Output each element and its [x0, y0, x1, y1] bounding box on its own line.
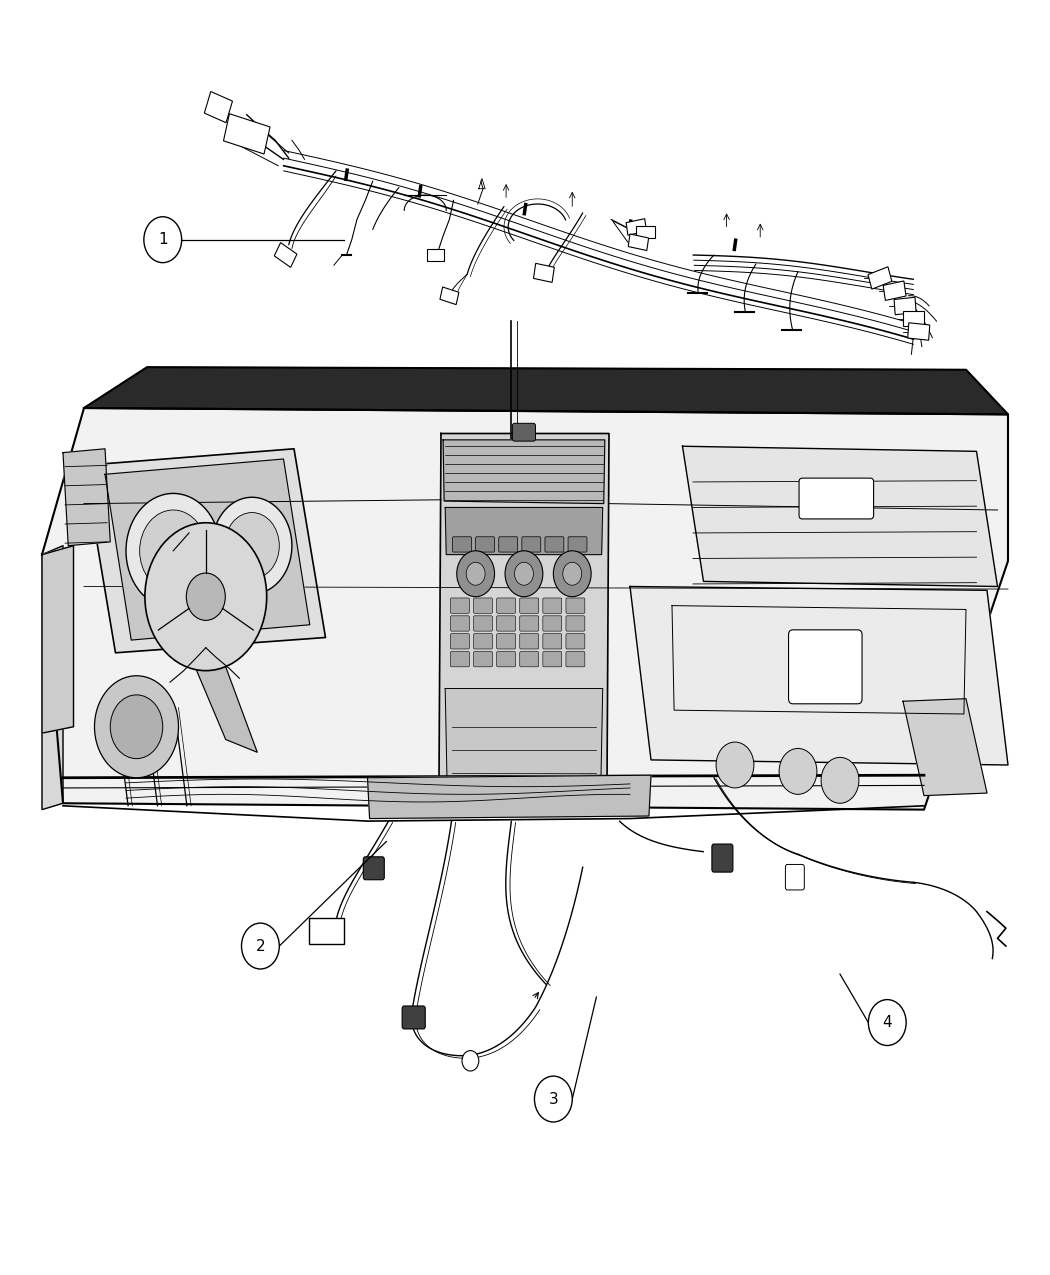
Bar — [224, 113, 270, 154]
Polygon shape — [630, 586, 1008, 765]
Bar — [628, 235, 649, 250]
FancyBboxPatch shape — [499, 537, 518, 552]
FancyBboxPatch shape — [520, 652, 539, 667]
Polygon shape — [682, 446, 998, 586]
Polygon shape — [42, 408, 1008, 810]
Text: 2: 2 — [255, 938, 266, 954]
FancyBboxPatch shape — [789, 630, 862, 704]
FancyBboxPatch shape — [512, 423, 536, 441]
Bar — [883, 280, 906, 301]
Polygon shape — [445, 507, 603, 555]
FancyBboxPatch shape — [712, 844, 733, 872]
FancyBboxPatch shape — [450, 598, 469, 613]
Circle shape — [779, 748, 817, 794]
Polygon shape — [439, 434, 609, 803]
Circle shape — [126, 493, 220, 608]
Circle shape — [553, 551, 591, 597]
Circle shape — [514, 562, 533, 585]
Polygon shape — [443, 440, 605, 504]
Bar — [903, 311, 924, 326]
FancyBboxPatch shape — [566, 598, 585, 613]
Bar — [868, 266, 891, 289]
FancyBboxPatch shape — [799, 478, 874, 519]
Circle shape — [457, 551, 495, 597]
FancyBboxPatch shape — [474, 634, 492, 649]
Bar — [274, 242, 297, 268]
Text: 4: 4 — [882, 1015, 892, 1030]
Circle shape — [94, 676, 178, 778]
Polygon shape — [105, 459, 310, 640]
Text: 1: 1 — [158, 232, 168, 247]
Circle shape — [145, 523, 267, 671]
Circle shape — [242, 923, 279, 969]
Bar — [427, 249, 444, 261]
FancyBboxPatch shape — [566, 652, 585, 667]
Circle shape — [212, 497, 292, 594]
FancyBboxPatch shape — [402, 1006, 425, 1029]
Circle shape — [186, 572, 226, 621]
Bar — [205, 92, 232, 122]
Polygon shape — [445, 688, 603, 797]
FancyBboxPatch shape — [497, 616, 516, 631]
FancyBboxPatch shape — [520, 598, 539, 613]
Polygon shape — [184, 640, 257, 752]
Circle shape — [505, 551, 543, 597]
Bar — [533, 264, 554, 282]
FancyBboxPatch shape — [450, 652, 469, 667]
Circle shape — [144, 217, 182, 263]
FancyBboxPatch shape — [450, 634, 469, 649]
Circle shape — [868, 1000, 906, 1046]
Polygon shape — [368, 775, 651, 819]
FancyBboxPatch shape — [785, 864, 804, 890]
Polygon shape — [42, 546, 63, 810]
FancyBboxPatch shape — [543, 634, 562, 649]
FancyBboxPatch shape — [522, 537, 541, 552]
Polygon shape — [903, 699, 987, 796]
Text: 3: 3 — [548, 1091, 559, 1107]
FancyBboxPatch shape — [474, 616, 492, 631]
Circle shape — [225, 513, 279, 579]
FancyBboxPatch shape — [363, 857, 384, 880]
FancyBboxPatch shape — [453, 537, 471, 552]
Bar — [626, 219, 647, 235]
FancyBboxPatch shape — [545, 537, 564, 552]
FancyBboxPatch shape — [520, 634, 539, 649]
Circle shape — [534, 1076, 572, 1122]
FancyBboxPatch shape — [497, 634, 516, 649]
Bar — [636, 226, 655, 238]
FancyBboxPatch shape — [543, 598, 562, 613]
FancyBboxPatch shape — [474, 652, 492, 667]
Bar — [895, 297, 916, 315]
FancyBboxPatch shape — [566, 616, 585, 631]
Polygon shape — [42, 546, 74, 733]
FancyBboxPatch shape — [568, 537, 587, 552]
Circle shape — [563, 562, 582, 585]
Circle shape — [110, 695, 163, 759]
FancyBboxPatch shape — [497, 598, 516, 613]
Polygon shape — [84, 449, 326, 653]
FancyBboxPatch shape — [474, 598, 492, 613]
FancyBboxPatch shape — [450, 616, 469, 631]
Polygon shape — [84, 367, 1008, 414]
Circle shape — [466, 562, 485, 585]
FancyBboxPatch shape — [520, 616, 539, 631]
Circle shape — [140, 510, 207, 592]
Circle shape — [821, 757, 859, 803]
Polygon shape — [63, 449, 110, 546]
Circle shape — [462, 1051, 479, 1071]
FancyBboxPatch shape — [543, 652, 562, 667]
FancyBboxPatch shape — [309, 918, 344, 944]
FancyBboxPatch shape — [543, 616, 562, 631]
FancyBboxPatch shape — [566, 634, 585, 649]
Bar — [908, 323, 929, 340]
FancyBboxPatch shape — [497, 652, 516, 667]
FancyBboxPatch shape — [476, 537, 495, 552]
Circle shape — [716, 742, 754, 788]
Bar — [440, 287, 459, 305]
